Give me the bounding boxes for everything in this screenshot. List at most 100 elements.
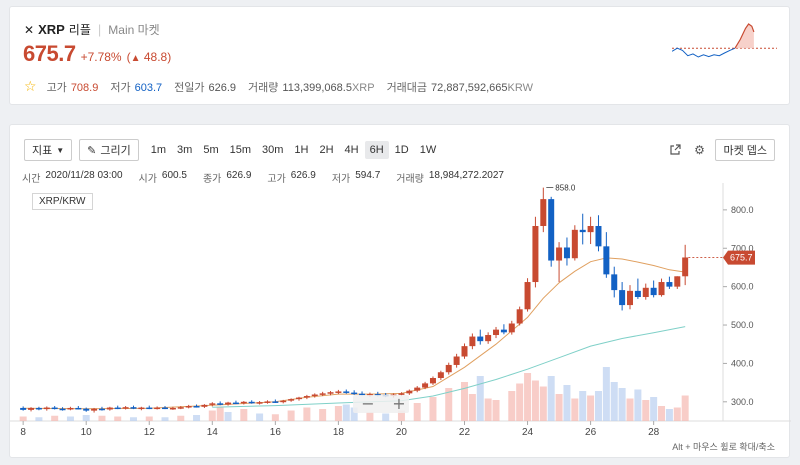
candle-body (209, 403, 216, 405)
candle-body (280, 400, 287, 403)
timeframe-1m[interactable]: 1m (150, 144, 167, 156)
volume-bar (177, 415, 185, 421)
gear-icon[interactable]: ⚙ (694, 143, 705, 157)
volume-bar (618, 388, 626, 421)
volume-bar (51, 415, 59, 421)
market-label: Main 마켓 (108, 23, 160, 37)
triangle-up-icon: ▲ (130, 53, 141, 64)
ohlc-time-label: 시간 (22, 174, 41, 185)
timeframe-1W[interactable]: 1W (419, 144, 437, 156)
candle-body (154, 407, 161, 410)
timeframe-30m[interactable]: 30m (262, 144, 284, 156)
candle-body (422, 383, 429, 388)
zoom-out-icon[interactable]: − (361, 394, 374, 413)
timeframe-15m[interactable]: 15m (229, 144, 252, 156)
timeframe-1D[interactable]: 1D (394, 144, 409, 156)
last-price-tag-bg (723, 250, 755, 265)
draw-label: 그리기 (100, 145, 131, 157)
x-tick-label: 10 (81, 427, 93, 438)
caret-down-icon: ▼ (56, 145, 65, 155)
volume-bar (216, 407, 224, 421)
moving-average-long (212, 326, 686, 408)
candle-body (288, 399, 295, 401)
timeframe-6H[interactable]: 6H (364, 141, 389, 159)
volume-bar (602, 367, 610, 421)
candle-body (130, 407, 137, 409)
moving-average-short (23, 257, 686, 410)
stat-low: 저가 603.7 (110, 81, 163, 94)
volume-bar (350, 407, 358, 421)
external-link-icon[interactable] (667, 142, 683, 158)
timeframe-3m[interactable]: 3m (177, 144, 193, 156)
ohlc-time: 2020/11/28 03:00 (45, 170, 123, 181)
zoom-controls[interactable]: − + (353, 394, 409, 413)
volume-bar (98, 415, 106, 421)
star-icon[interactable]: ☆ (24, 78, 37, 94)
ohlc-readout: 시간 2020/11/28 03:00 시가 600.5 종가 626.9 고가 626… (22, 170, 520, 185)
candle-body (256, 402, 263, 404)
volume-bar (429, 397, 437, 421)
market-depth-label: 마켓 뎁스 (723, 145, 767, 157)
draw-button[interactable]: ✎ 그리기 (79, 139, 139, 161)
candle-body (264, 401, 271, 403)
y-tick-label: 600.0 (731, 282, 754, 292)
candlestick-chart[interactable]: 300.0 400.0 500.0 600.0 700.0 800.0 8 10 12 14 16 1… (10, 183, 791, 445)
ohlc-high-label: 고가 (267, 174, 286, 185)
volume-bar (484, 398, 492, 421)
x-tick-label: 20 (396, 427, 408, 438)
timeframe-4H[interactable]: 4H (344, 144, 359, 156)
x-tick-label: 26 (585, 427, 597, 438)
timeframe-5m[interactable]: 5m (203, 144, 219, 156)
candle-body (469, 336, 476, 347)
volume-bar (658, 406, 666, 421)
volume-bar (397, 410, 405, 421)
candle-body (524, 282, 531, 310)
candle-body (343, 391, 350, 393)
last-price-tag: 675.7 (730, 253, 753, 263)
x-tick-label: 28 (648, 427, 660, 438)
ohlc-low-label: 저가 (331, 174, 351, 185)
candle-body (193, 406, 200, 408)
candle-body (682, 257, 689, 277)
volume-bar (610, 382, 618, 421)
candle-body (28, 407, 35, 410)
volume-bar (547, 376, 555, 421)
candle-body (532, 225, 539, 283)
candle-body (169, 407, 176, 410)
peak-label: 858.0 (555, 184, 576, 193)
volume-bar (642, 400, 650, 421)
candle-body (666, 282, 673, 287)
ohlc-high: 626.9 (290, 170, 316, 181)
market-depth-button[interactable]: 마켓 뎁스 (715, 139, 775, 161)
change-percent: +7.78% (80, 50, 122, 64)
volume-bar (516, 383, 524, 421)
volume-bar (531, 380, 539, 421)
candle-body (437, 372, 444, 379)
volume-bar (35, 417, 43, 421)
zoom-in-icon[interactable]: + (392, 394, 405, 413)
y-tick-label: 800.0 (731, 205, 754, 215)
indicator-label: 지표 (32, 145, 53, 157)
candle-body (540, 199, 547, 226)
volume-bar (240, 409, 248, 421)
volume-bar (161, 417, 169, 421)
candle-body (295, 397, 302, 400)
volume-bar (382, 413, 390, 421)
candle-body (177, 407, 184, 409)
volume-bar (256, 413, 264, 421)
timeframe-1H[interactable]: 1H (294, 144, 309, 156)
candle-body (248, 401, 255, 404)
candle-body (674, 276, 681, 287)
volume-bar (571, 398, 579, 421)
volume-bar (366, 412, 374, 421)
volume-bar (445, 388, 453, 421)
candle-body (619, 290, 626, 306)
candle-body (595, 225, 602, 247)
candle-body (67, 407, 74, 410)
volume-bar (539, 386, 547, 421)
change-amount: 48.8 (143, 50, 168, 64)
volume-bar (681, 395, 689, 421)
timeframe-2H[interactable]: 2H (319, 144, 334, 156)
volume-bar (468, 394, 476, 421)
indicator-dropdown[interactable]: 지표 ▼ (24, 139, 73, 161)
